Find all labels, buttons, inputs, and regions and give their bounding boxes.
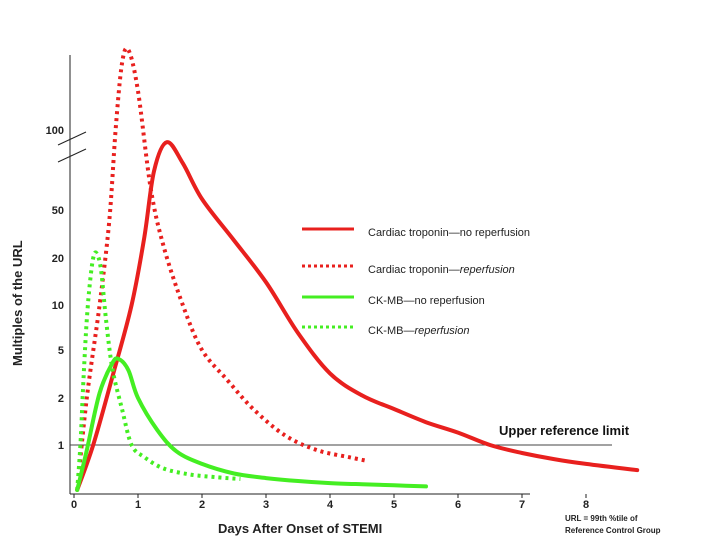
- series-line-ckmb-reperfusion: [75, 250, 241, 491]
- x-tick-label: 4: [327, 499, 334, 511]
- axis-break-mark: [57, 148, 87, 163]
- footnote-line-1: URL = 99th %tile of: [565, 514, 638, 523]
- axis-break-mark: [57, 131, 87, 146]
- x-tick-label: 3: [263, 499, 269, 511]
- series-line-troponin-reperfusion: [75, 46, 369, 491]
- x-tick-label: 8: [583, 499, 589, 511]
- y-tick-label: 1: [58, 440, 64, 452]
- x-tick-label: 7: [519, 499, 525, 511]
- reference-line-label: Upper reference limit: [499, 423, 630, 438]
- legend-label: Cardiac troponin—no reperfusion: [368, 227, 530, 239]
- x-axis-label: Days After Onset of STEMI: [218, 521, 382, 536]
- x-tick-label: 0: [71, 499, 77, 511]
- series-line-ckmb-no-reperfusion: [75, 356, 428, 492]
- y-tick-label: 100: [46, 125, 64, 137]
- footnote-line-2: Reference Control Group: [565, 526, 661, 535]
- y-tick-labels: 1 2 5 10 20 50 100: [46, 125, 64, 452]
- x-tick-label: 6: [455, 499, 461, 511]
- x-tick-label: 1: [135, 499, 141, 511]
- legend-label: CK-MB—no reperfusion: [368, 295, 485, 307]
- series-line-troponin-no-reperfusion: [75, 140, 640, 492]
- series-layer: [75, 46, 640, 492]
- legend-label: CK-MB—reperfusion: [368, 325, 470, 337]
- y-tick-label: 50: [52, 205, 64, 217]
- y-tick-label: 5: [58, 345, 64, 357]
- legend-label: Cardiac troponin—reperfusion: [368, 264, 515, 276]
- y-tick-label: 10: [52, 300, 64, 312]
- y-tick-label: 20: [52, 253, 64, 265]
- legend: Cardiac troponin—no reperfusion Cardiac t…: [302, 227, 530, 337]
- x-tick-labels: 0 1 2 3 4 5 6 7 8: [71, 494, 589, 511]
- x-tick-label: 2: [199, 499, 205, 511]
- y-tick-label: 2: [58, 393, 64, 405]
- x-tick-label: 5: [391, 499, 397, 511]
- y-axis-label: Multiples of the URL: [10, 240, 25, 366]
